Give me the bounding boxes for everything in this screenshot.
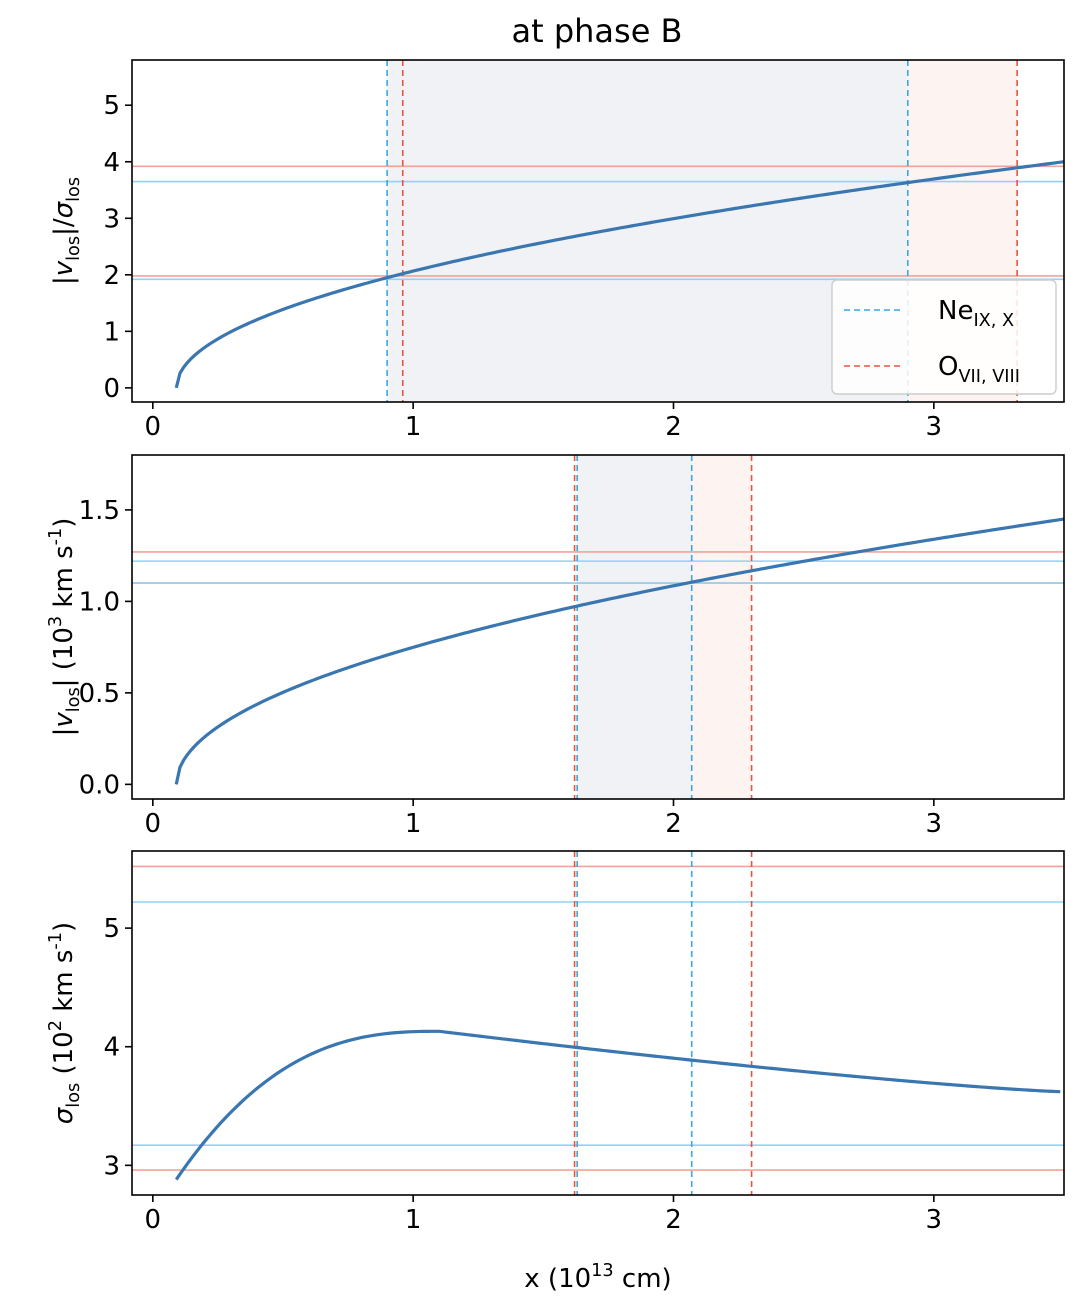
ylabel-tail: (10 [49,1031,79,1083]
xlabel-tail: cm) [614,1264,672,1294]
ylabel-tail3: ) [49,518,79,528]
y-axis-label: |vlos| (103 km s-1) [46,518,84,737]
panel-2: 0 1 2 30.00.51.01.5|vlos| (103 km s-1) [46,454,1065,839]
legend-label-sub: IX, X [973,311,1014,331]
y-tick-label: 3 [103,204,120,234]
y-tick-label: 3 [103,1151,120,1181]
ne-band [387,60,908,402]
ylabel-sub2: los [64,177,84,202]
y-tick-label: 0 [103,374,120,404]
y-tick-label: 5 [103,914,120,944]
legend-label-base: Ne [938,296,973,326]
series-line-ratio [174,160,1064,389]
ylabel-tail3: ) [49,922,79,932]
x-tick-label: 3 [926,412,943,442]
ylabel-sub: los [64,236,84,261]
y-tick-label: 4 [103,148,120,178]
y-tick-label: 1.0 [79,587,120,617]
series-line-sigma [174,1029,1061,1181]
y-tick-label: 0.5 [79,679,120,709]
o-band [691,455,752,799]
x-tick-label: 1 [405,1205,422,1235]
xlabel-sup: 13 [591,1261,614,1281]
plot-area [132,851,1064,1195]
y-axis-label: |vlos|/σlos [49,177,84,285]
ylabel-mid: |/ [49,218,79,236]
legend-label-o: OVII, VIII [938,352,1020,387]
ylabel-sup: 2 [46,1020,66,1031]
xlabel-main: x (10 [524,1264,591,1294]
ylabel-bar: | [49,728,79,737]
legend-label-base: O [938,352,958,382]
ylabel-sup2: -1 [46,528,66,546]
y-tick-label: 5 [103,91,120,121]
ylabel-sub: los [64,1083,84,1108]
x-tick-label: 2 [665,412,682,442]
y-axis-label: σlos (102 km s-1) [46,922,84,1124]
axes-frame [131,454,1065,800]
x-tick-label: 0 [145,809,162,839]
x-tick-label: 3 [926,1205,943,1235]
x-tick-label: 0 [145,1205,162,1235]
ylabel-symbol2: σ [49,200,79,218]
ylabel-sub: los [64,687,84,712]
ylabel-symbol: v [49,712,79,728]
ylabel-tail: | (10 [49,627,79,687]
ylabel-sup: 3 [46,616,66,627]
ylabel-tail2: km s [49,950,79,1020]
ylabel-sup2: -1 [46,932,66,950]
x-tick-label: 2 [665,809,682,839]
ylabel-bar: | [49,276,79,285]
axes-frame [131,59,1065,403]
y-tick-label: 2 [103,261,120,291]
series-line-vlos [174,517,1064,785]
y-tick-label: 0.0 [79,770,120,800]
chart-title: at phase B [511,12,682,50]
legend-label-sub: VII, VIII [958,367,1019,387]
axes-frame [131,850,1065,1196]
y-tick-label: 1 [103,317,120,347]
x-tick-label: 1 [405,809,422,839]
x-tick-label: 2 [665,1205,682,1235]
ylabel-symbol: v [49,260,79,276]
ylabel-tail2: km s [49,545,79,615]
legend-label-ne: NeIX, X [938,296,1014,331]
x-axis-label: x (1013 cm) [524,1261,671,1294]
ne-band [577,455,692,799]
plot-area [132,455,1064,799]
x-tick-label: 1 [405,412,422,442]
y-tick-label: 4 [103,1033,120,1063]
x-tick-label: 3 [926,809,943,839]
x-tick-label: 0 [145,412,162,442]
y-tick-label: 1.5 [79,496,120,526]
ylabel-symbol: σ [49,1106,79,1124]
legend: NeIX, X OVII, VIII [831,279,1057,395]
